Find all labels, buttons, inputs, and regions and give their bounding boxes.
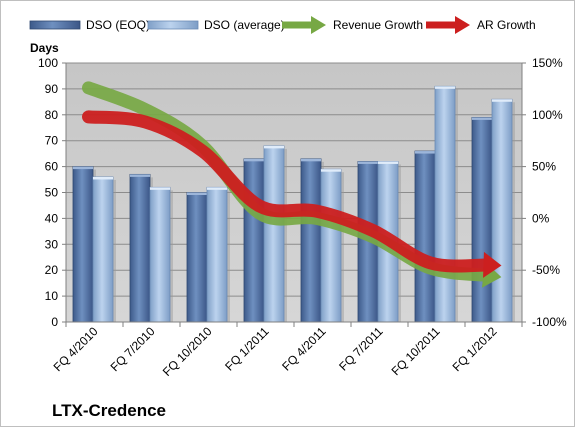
bar-dso-eoq [129,173,153,323]
bar-dso-eoq [300,158,324,323]
bar-dso-average [263,145,287,323]
ar-growth-line [82,110,502,278]
legend-label: Revenue Growth [333,18,423,32]
bar-dso-average [92,176,116,323]
y2-tick-label: -100% [532,315,567,329]
y-tick-label: 70 [45,134,59,148]
bar-dso-average [491,98,515,323]
legend-arrow-icon [455,16,470,34]
bar-dso-average [320,168,344,323]
y2-tick-label: -50% [532,263,560,277]
y-tick-label: 30 [45,237,59,251]
y-tick-label: 10 [45,289,59,303]
bar-dso-average [206,186,230,323]
y-tick-label: 100 [38,56,58,70]
ar-growth-arrowhead [483,251,502,278]
bar-dso-average [434,85,458,323]
y2-tick-label: 50% [532,160,556,174]
bar-dso-eoq [414,150,438,323]
legend-swatch [29,20,81,30]
y-tick-label: 90 [45,82,59,96]
chart-title: LTX-Credence [52,401,166,420]
legend-label: AR Growth [477,18,536,32]
legend-item: AR Growth [426,16,536,34]
bar-dso-average [149,186,173,323]
y2-tick-label: 100% [532,108,563,122]
legend-arrow-icon [311,16,326,34]
legend-item: Revenue Growth [282,16,423,34]
y-tick-label: 40 [45,211,59,225]
y-tick-label: 60 [45,160,59,174]
y2-tick-label: 0% [532,211,550,225]
bar-dso-eoq [72,166,96,323]
y-axis-title: Days [30,41,59,55]
bar-dso-eoq [243,158,267,323]
y-tick-label: 20 [45,263,59,277]
legend-item: DSO (average) [147,18,285,32]
legend-swatch [147,20,199,30]
y-tick-label: 50 [45,186,59,200]
y2-tick-label: 150% [532,56,563,70]
legend-item: DSO (EOQ) [29,18,150,32]
y-tick-label: 80 [45,108,59,122]
bar-dso-eoq [186,192,210,323]
legend-label: DSO (EOQ) [86,18,150,32]
legend-label: DSO (average) [204,18,285,32]
bar-dso-eoq [471,116,495,323]
y-tick-label: 0 [51,315,58,329]
